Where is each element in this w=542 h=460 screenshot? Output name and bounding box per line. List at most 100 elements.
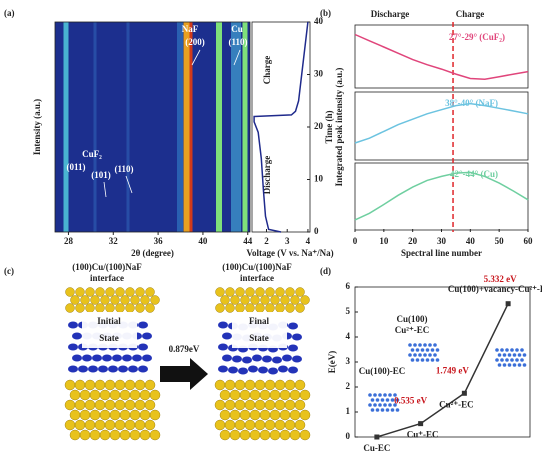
cu-atom: [75, 303, 85, 313]
annotation-arrow: [125, 175, 133, 194]
cu-atom: [294, 379, 306, 391]
cu-atom: [255, 287, 265, 297]
panel-label: (b): [320, 8, 331, 18]
x-tick-label: 3: [285, 236, 290, 246]
atom: [413, 343, 417, 347]
cu-atom: [114, 419, 126, 431]
diffraction-stripe: [216, 22, 222, 232]
cu-atom: [145, 303, 155, 313]
cu-atom: [294, 399, 306, 411]
atom: [497, 363, 502, 367]
cu-atom: [274, 379, 286, 391]
naf-ion: [68, 365, 78, 373]
cu-atom: [289, 409, 301, 421]
cu-atom: [124, 419, 136, 431]
cu-atom: [139, 389, 151, 401]
x-tick-label: 10: [379, 236, 389, 246]
cu-atom: [115, 287, 125, 297]
peak-label: (011): [67, 162, 86, 172]
data-point: [418, 421, 424, 427]
state-label: State: [99, 333, 119, 343]
atom: [512, 353, 517, 357]
cu-atom: [224, 379, 236, 391]
annotation-arrow: [103, 181, 107, 198]
naf-ion: [272, 356, 282, 364]
naf-ion: [222, 332, 232, 340]
naf-ion: [78, 365, 88, 373]
atom: [430, 348, 435, 352]
panel-label: (a): [4, 8, 15, 18]
naf-ion: [142, 332, 152, 340]
naf-ion: [68, 321, 78, 329]
naf-ion: [252, 354, 262, 362]
diffraction-stripe: [189, 22, 193, 232]
x-tick-label: 36: [154, 236, 164, 246]
peak-label: (101): [91, 170, 111, 180]
atom: [420, 358, 425, 362]
cu-atom: [260, 295, 270, 305]
atom: [368, 393, 372, 397]
cu-atom: [64, 379, 76, 391]
structure-diagram: (100)Cu/(100)NaF interface (100)Cu/(100)…: [64, 262, 311, 441]
naf-ion: [218, 365, 228, 373]
cu-atom: [235, 287, 245, 297]
cu-atom: [114, 379, 126, 391]
atom: [430, 358, 435, 362]
atom: [370, 408, 375, 412]
cu-atom: [140, 295, 150, 305]
atom: [507, 363, 512, 367]
annotation-arrow: [233, 49, 241, 66]
naf-ion: [72, 354, 82, 362]
y-axis-label: Intensity (a.u.): [32, 99, 42, 155]
cu-atom: [225, 287, 235, 297]
cu-atom: [269, 409, 281, 421]
atom: [512, 363, 517, 367]
data-point: [374, 434, 380, 440]
cu-atom: [64, 399, 76, 411]
cu-atom: [244, 399, 256, 411]
naf-ion: [122, 354, 132, 362]
y-tick-label: 2: [346, 381, 351, 391]
cu-atom: [259, 389, 271, 401]
atom: [502, 363, 507, 367]
cu-atom: [249, 389, 261, 401]
cu-atom: [130, 295, 140, 305]
cu-atom: [234, 419, 246, 431]
cu-atom: [139, 409, 151, 421]
frame: [251, 21, 311, 233]
y-tick-label: 0: [314, 226, 319, 236]
y-axis-label: E(eV): [327, 351, 337, 374]
annotation: Discharge: [262, 156, 272, 195]
cu-atom: [264, 419, 276, 431]
cu-atom: [99, 429, 111, 441]
atom: [415, 358, 420, 362]
atom: [408, 353, 412, 357]
cu-atom: [109, 409, 121, 421]
series-label: 42°-44° (Cu): [450, 169, 498, 179]
cu-atom: [274, 399, 286, 411]
cu-atom: [224, 419, 236, 431]
cu-atom: [90, 295, 100, 305]
cu-atom: [219, 389, 231, 401]
naf-ion: [138, 365, 148, 373]
y-tick-label: 40: [314, 16, 324, 26]
cu-atom: [249, 409, 261, 421]
cu-atom: [95, 287, 105, 297]
atom: [418, 343, 422, 347]
cu-atom: [265, 303, 275, 313]
atom: [423, 353, 427, 357]
atom: [522, 363, 527, 367]
cu-atom: [269, 429, 281, 441]
cu-atom: [70, 295, 80, 305]
naf-ion: [108, 365, 118, 373]
cu-atom: [214, 419, 226, 431]
x-tick-label: 40: [466, 236, 476, 246]
diffraction-stripe: [231, 22, 241, 232]
atom: [375, 398, 380, 402]
x-tick-label: 28: [64, 236, 74, 246]
cu-atom: [139, 429, 151, 441]
naf-ion: [132, 354, 142, 362]
y-tick-label: 1: [346, 406, 351, 416]
atom: [502, 353, 507, 357]
